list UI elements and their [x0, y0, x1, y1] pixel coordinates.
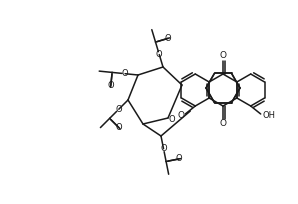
Text: O: O	[116, 105, 122, 114]
Text: O: O	[156, 50, 163, 59]
Text: O: O	[220, 120, 226, 129]
Text: O: O	[220, 51, 226, 61]
Text: O: O	[116, 123, 122, 132]
Text: O: O	[122, 69, 128, 78]
Text: O: O	[160, 144, 167, 153]
Text: O: O	[169, 115, 175, 124]
Text: O: O	[108, 81, 114, 90]
Text: O: O	[178, 112, 185, 121]
Text: OH: OH	[262, 112, 275, 121]
Text: O: O	[176, 154, 182, 163]
Text: O: O	[165, 34, 171, 43]
